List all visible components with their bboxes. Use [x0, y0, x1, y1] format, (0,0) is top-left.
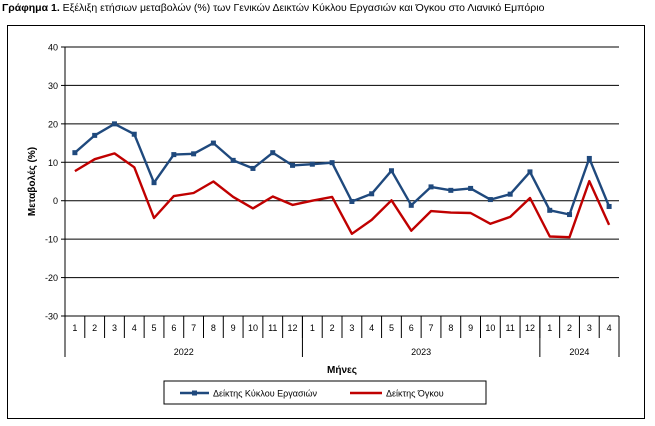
data-point-turnover	[567, 212, 573, 218]
data-point-turnover	[388, 168, 394, 174]
x-axis-title: Μήνες	[327, 365, 357, 376]
data-point-turnover	[586, 155, 592, 161]
data-point-turnover	[230, 157, 236, 163]
x-tick-label: 7	[191, 323, 196, 333]
x-tick-label: 4	[369, 323, 374, 333]
data-point-turnover	[131, 131, 137, 137]
data-point-turnover	[191, 151, 197, 157]
data-point-turnover	[151, 180, 157, 186]
x-tick-label: 1	[310, 323, 315, 333]
x-tick-label: 3	[349, 323, 354, 333]
legend-marker-turnover	[192, 390, 197, 396]
data-point-turnover	[210, 140, 216, 146]
figure-title-text: Εξέλιξη ετήσιων μεταβολών (%) των Γενικώ…	[59, 2, 545, 14]
data-point-turnover	[171, 152, 177, 158]
year-label: 2024	[569, 347, 589, 357]
x-tick-label: 4	[607, 323, 612, 333]
x-tick-label: 12	[525, 323, 535, 333]
x-tick-label: 12	[288, 323, 298, 333]
x-tick-label: 3	[587, 323, 592, 333]
figure-title-label: Γράφημα 1.	[2, 2, 60, 14]
year-label: 2022	[174, 347, 194, 357]
y-axis-title: Μεταβολές (%)	[27, 147, 38, 216]
data-point-turnover	[527, 169, 533, 175]
data-point-turnover	[448, 187, 454, 193]
data-point-turnover	[487, 197, 493, 203]
data-point-turnover	[606, 203, 612, 209]
x-tick-label: 5	[389, 323, 394, 333]
x-tick-label: 1	[72, 323, 77, 333]
data-point-turnover	[92, 132, 98, 138]
data-point-turnover	[349, 198, 355, 204]
x-tick-label: 11	[268, 323, 277, 333]
x-tick-label: 7	[429, 323, 434, 333]
data-point-turnover	[309, 161, 315, 167]
data-point-turnover	[290, 162, 296, 168]
x-tick-label: 4	[132, 323, 137, 333]
chart-frame	[7, 25, 645, 419]
y-tick-label: 20	[48, 119, 58, 129]
data-point-turnover	[507, 191, 513, 197]
data-point-turnover	[547, 207, 553, 213]
x-tick-label: 5	[152, 323, 157, 333]
legend	[163, 380, 487, 405]
y-tick-label: 0	[53, 196, 58, 206]
figure-title: Γράφημα 1. Εξέλιξη ετήσιων μεταβολών (%)…	[2, 1, 655, 15]
y-tick-label: 30	[48, 81, 58, 91]
x-tick-label: 9	[231, 323, 236, 333]
y-tick-label: 10	[48, 158, 58, 168]
x-tick-label: 2	[567, 323, 572, 333]
data-point-turnover	[72, 150, 78, 156]
y-tick-label: -30	[45, 312, 58, 322]
x-tick-label: 2	[330, 323, 335, 333]
series-line-turnover	[74, 122, 611, 216]
x-tick-label: 10	[248, 323, 258, 333]
x-tick-label: 1	[547, 323, 552, 333]
x-tick-label: 8	[211, 323, 216, 333]
legend-label-volume: Δείκτης Όγκου	[386, 389, 444, 399]
x-tick-label: 6	[171, 323, 176, 333]
x-tick-label: 2	[92, 323, 97, 333]
y-tick-label: -10	[45, 235, 58, 245]
y-tick-label: 40	[48, 43, 58, 53]
data-point-turnover	[111, 121, 117, 127]
data-point-turnover	[270, 150, 276, 156]
x-tick-label: 10	[485, 323, 495, 333]
data-point-turnover	[468, 185, 474, 191]
x-tick-label: 3	[112, 323, 117, 333]
data-point-turnover	[428, 184, 434, 190]
data-point-turnover	[408, 202, 414, 208]
data-point-turnover	[329, 160, 335, 166]
year-label: 2023	[411, 347, 431, 357]
series-line-volume	[74, 152, 611, 239]
y-tick-label: -20	[45, 273, 58, 283]
x-tick-label: 8	[448, 323, 453, 333]
legend-label-turnover: Δείκτης Κύκλου Εργασιών	[213, 389, 318, 399]
x-tick-label: 9	[468, 323, 473, 333]
data-point-turnover	[369, 191, 375, 197]
x-tick-label: 6	[409, 323, 414, 333]
x-tick-label: 11	[506, 323, 515, 333]
data-point-turnover	[250, 165, 256, 171]
